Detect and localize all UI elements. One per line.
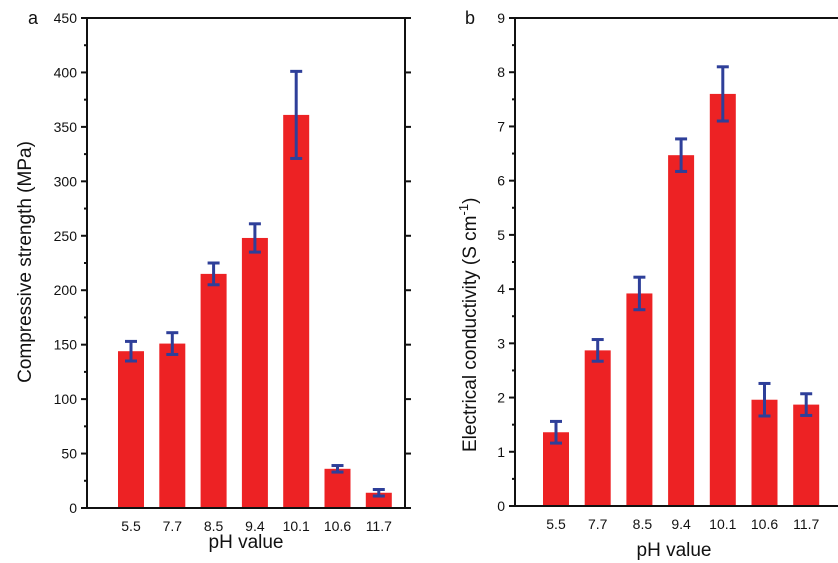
panel-b-x-tick-label: 7.7 — [588, 516, 608, 532]
panel-b-x-tick-label: 11.7 — [793, 516, 819, 532]
panel-a-y-tick-label: 250 — [54, 228, 78, 244]
panel-a-x-tick-label: 10.1 — [283, 518, 310, 534]
panel-a-y-tick-label: 150 — [54, 337, 78, 353]
panel-a-error-bar — [290, 69, 303, 160]
panel-a-x-axis-title: pH value — [209, 532, 284, 553]
panel-b-bars — [543, 65, 820, 507]
panel-a-bar — [365, 492, 392, 508]
panel-b-error-bar — [716, 65, 729, 123]
panel-b: b Electrical conductivity (S cm-1) pH va… — [456, 8, 838, 561]
panel-b-y-tick-label: 2 — [497, 390, 505, 406]
panel-a-bar — [118, 351, 144, 508]
panel-a-error-bar — [125, 339, 137, 363]
panel-a-x-tick-label: 8.5 — [204, 518, 224, 534]
panel-a-bar — [200, 273, 227, 508]
panel-a-label: a — [28, 8, 39, 28]
panel-a-bar — [324, 468, 351, 508]
panel-a-bar — [241, 237, 268, 508]
panel-b-error-bar — [550, 419, 562, 445]
panel-b-bar — [668, 155, 695, 506]
panel-a-error-bar — [248, 222, 261, 254]
panel-b-y-tick-label: 4 — [497, 281, 505, 297]
panel-b-y-tick-label: 8 — [497, 64, 505, 80]
panel-b-error-bar — [633, 275, 646, 312]
panel-b-y-tick-label: 5 — [497, 227, 505, 243]
panel-b-error-bar — [758, 381, 771, 418]
panel-a-y-tick-label: 300 — [54, 173, 78, 189]
panel-b-x-tick-label: 9.4 — [671, 516, 691, 532]
panel-b-axes — [509, 17, 838, 507]
panel-b-y-tick-label: 9 — [497, 10, 505, 26]
panel-a-y-tick-label: 0 — [69, 500, 77, 516]
panel-a-y-tick-label: 350 — [54, 119, 78, 135]
panel-b-y-axis-title-close: ) — [460, 198, 481, 204]
panel-b-error-bar — [591, 338, 604, 363]
panel-a-error-bar — [372, 487, 385, 498]
panel-b-y-tick-label: 1 — [497, 444, 505, 460]
panel-a-x-tick-label: 5.5 — [121, 518, 141, 534]
panel-b-x-tick-label: 8.5 — [633, 516, 653, 532]
panel-a-bars — [118, 69, 392, 509]
panel-a-x-tick-label: 10.6 — [324, 518, 351, 534]
panel-b-error-bar — [800, 392, 813, 417]
panel-b-y-axis-title-unit-exponent: -1 — [456, 204, 471, 216]
panel-a-error-bar — [331, 464, 344, 474]
panel-b-y-tick-label: 0 — [497, 498, 505, 514]
panel-b-bar — [793, 404, 820, 506]
panel-a-x-tick-label: 11.7 — [366, 518, 392, 534]
panel-a-axes — [81, 17, 411, 509]
panel-b-bar — [626, 293, 653, 506]
panel-b-y-tick-label: 7 — [497, 118, 505, 134]
panel-b-bar — [584, 350, 611, 506]
panel-a-bar — [283, 114, 310, 509]
panel-b-y-axis-title-main: Electrical conductivity (S cm — [460, 215, 481, 452]
panel-a: a Compressive strength (MPa) pH value 5.… — [15, 8, 411, 553]
panel-b-y-tick-label: 3 — [497, 335, 505, 351]
panel-b-x-axis-title: pH value — [637, 540, 712, 561]
panel-b-label: b — [465, 8, 475, 28]
panel-a-y-axis-title: Compressive strength (MPa) — [15, 141, 36, 383]
panel-a-x-tick-label: 9.4 — [245, 518, 265, 534]
panel-a-bar — [159, 343, 186, 508]
panel-b-x-tick-label: 5.5 — [546, 516, 566, 532]
panel-a-y-tick-label: 200 — [54, 282, 78, 298]
panel-a-x-tick-label: 7.7 — [163, 518, 183, 534]
panel-a-error-bar — [207, 261, 220, 287]
panel-b-error-bar — [675, 137, 688, 173]
panel-b-x-tick-label: 10.1 — [709, 516, 736, 532]
panel-a-error-bar — [166, 331, 179, 356]
panel-a-y-tick-label: 50 — [61, 446, 77, 462]
panel-a-y-tick-label: 400 — [54, 64, 78, 80]
panel-b-y-tick-label: 6 — [497, 173, 505, 189]
panel-a-y-tick-label: 100 — [54, 391, 78, 407]
panel-b-bar — [709, 93, 736, 507]
panel-b-x-tick-label: 10.6 — [751, 516, 778, 532]
panel-b-y-axis-title: Electrical conductivity (S cm-1) — [456, 198, 481, 452]
panel-a-y-tick-label: 450 — [54, 10, 78, 26]
